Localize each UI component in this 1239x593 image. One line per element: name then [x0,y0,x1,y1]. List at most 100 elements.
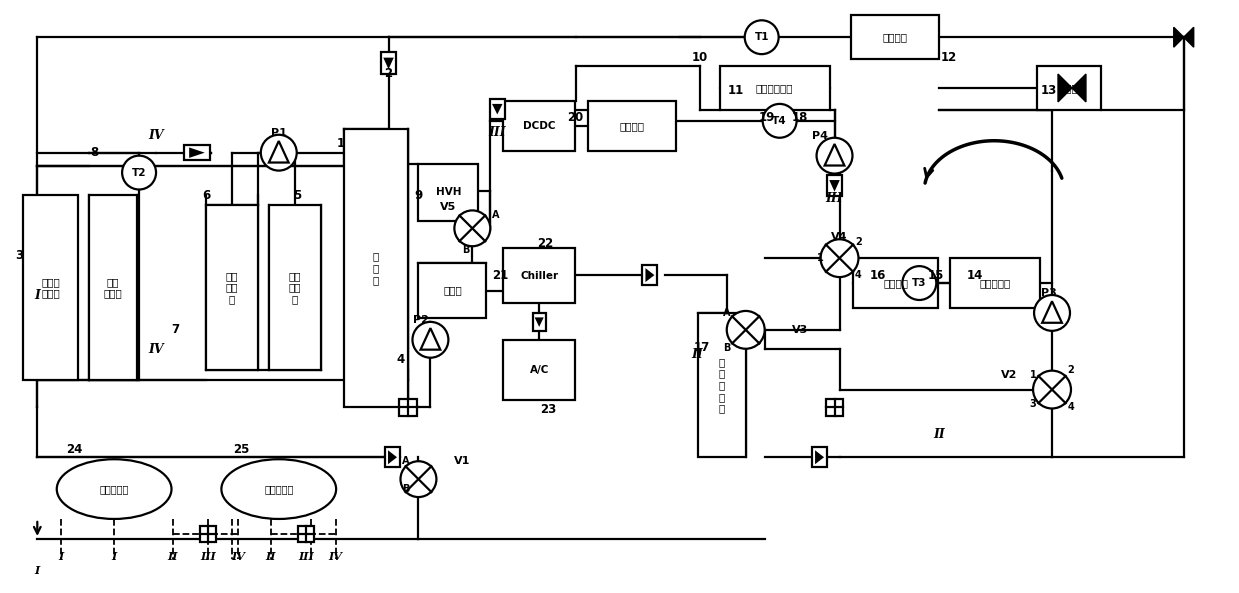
Text: IV: IV [149,343,164,356]
Bar [1037,66,1101,110]
Polygon shape [269,141,289,162]
Circle shape [413,322,449,358]
Text: 11: 11 [727,84,743,97]
Text: 1: 1 [337,137,344,150]
Bar [589,101,675,151]
Bar [297,526,313,542]
Bar [533,313,545,331]
Text: 8: 8 [90,146,98,159]
Polygon shape [535,317,544,327]
Text: T2: T2 [131,168,146,177]
Text: I: I [35,289,40,301]
Text: 2: 2 [855,237,862,247]
Circle shape [727,311,764,349]
Text: A/C: A/C [529,365,549,375]
Text: IV: IV [149,129,164,142]
Bar [419,164,478,221]
Text: 4: 4 [855,270,862,280]
Bar [269,205,321,369]
Text: 23: 23 [540,403,556,416]
Text: Chiller: Chiller [520,270,559,280]
Text: I: I [112,551,116,562]
Text: 13: 13 [1041,84,1057,97]
Text: V2: V2 [1001,369,1017,380]
Polygon shape [388,450,396,464]
Text: 温控阀: 温控阀 [1059,83,1078,93]
Circle shape [820,239,859,277]
Polygon shape [829,180,840,192]
Text: 电机控制器: 电机控制器 [980,278,1011,288]
Polygon shape [825,144,845,165]
Text: 驱动电机: 驱动电机 [883,278,908,288]
Text: 变速器油冷器: 变速器油冷器 [756,83,793,93]
Text: 3: 3 [15,248,24,262]
Text: V3: V3 [792,325,808,335]
Text: 2: 2 [1068,365,1074,375]
Bar [503,248,575,303]
Text: III: III [488,126,506,139]
Bar [206,205,258,369]
Text: P1: P1 [271,127,286,138]
Text: 1: 1 [818,253,824,263]
Ellipse shape [57,459,171,519]
Text: 1: 1 [1030,369,1037,380]
Text: 14: 14 [966,269,984,282]
Text: 17: 17 [694,341,710,354]
Text: 24: 24 [66,443,83,456]
Polygon shape [383,58,394,69]
Text: 21: 21 [492,269,508,282]
Polygon shape [1173,27,1183,47]
Bar [343,129,409,407]
Bar [720,66,830,110]
Text: P4: P4 [812,131,828,141]
Text: II: II [691,348,703,361]
Text: 5: 5 [292,189,301,202]
Polygon shape [492,104,503,114]
Bar [24,196,78,380]
Text: 3: 3 [1030,400,1037,410]
Circle shape [123,156,156,190]
Bar [183,145,209,160]
Bar [854,258,938,308]
Text: 4: 4 [396,353,405,366]
Bar [89,196,138,380]
Text: IV: IV [328,551,342,562]
Text: 低温蓄水瓶: 低温蓄水瓶 [264,484,294,494]
Text: DCDC: DCDC [523,121,555,131]
Bar [503,101,575,151]
Text: T3: T3 [912,278,927,288]
Text: II: II [265,551,276,562]
Text: I: I [35,565,40,576]
Text: 动力电池: 动力电池 [620,121,644,131]
Bar [419,263,486,318]
Text: 7: 7 [171,323,180,336]
Text: III: III [297,551,313,562]
Text: III: III [199,551,216,562]
Text: 12: 12 [942,50,958,63]
Text: 20: 20 [567,111,584,125]
Text: P3: P3 [1041,288,1057,298]
Bar [950,258,1040,308]
Text: 暖风芯体: 暖风芯体 [883,32,908,42]
Text: B: B [724,343,731,353]
Text: 充电机: 充电机 [444,285,462,295]
Text: 中冷
散热器: 中冷 散热器 [104,277,123,298]
Text: II: II [167,551,178,562]
Text: 水冷
中冷
器: 水冷 中冷 器 [225,271,238,304]
Bar [828,174,843,196]
Text: 逸
电
散
热
器: 逸 电 散 热 器 [719,357,725,413]
Circle shape [400,461,436,497]
Circle shape [260,135,296,171]
Polygon shape [1058,74,1072,102]
Polygon shape [1072,74,1085,102]
Text: 高温蓄水瓶: 高温蓄水瓶 [99,484,129,494]
Text: 涡轮
增压
器: 涡轮 增压 器 [289,271,301,304]
Bar [399,398,418,416]
Text: 发
动
机: 发 动 机 [373,251,379,285]
Text: T1: T1 [755,32,769,42]
Circle shape [1033,371,1070,409]
Text: V4: V4 [831,232,847,243]
Bar [385,447,400,467]
Text: 16: 16 [870,269,886,282]
Text: II: II [933,428,945,441]
